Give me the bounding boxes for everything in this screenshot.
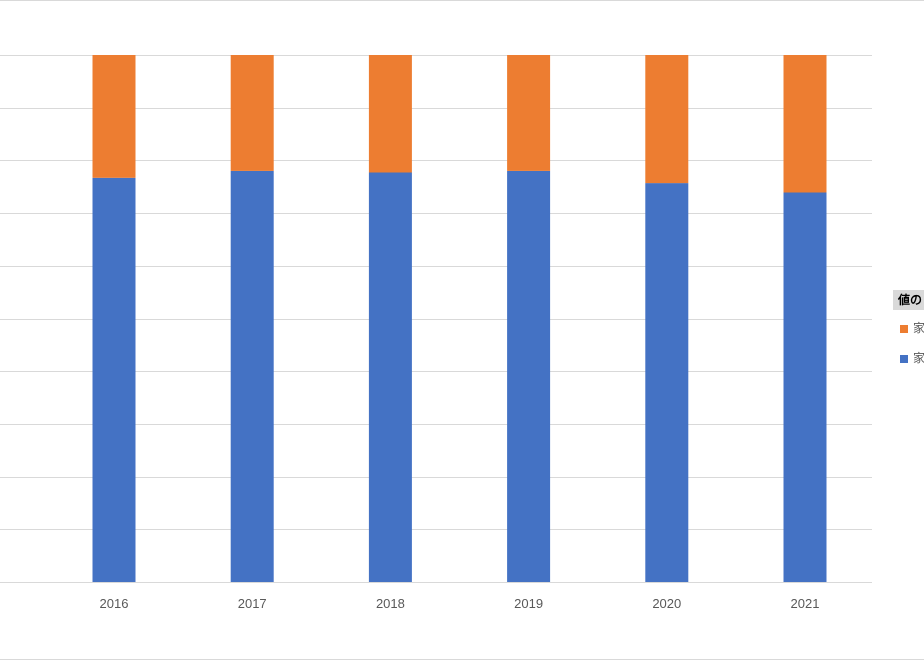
bar-2018-series-1 — [368, 172, 412, 582]
bar-2021-series-2 — [783, 55, 827, 193]
bars — [92, 55, 827, 583]
legend-label: 家 — [913, 351, 924, 365]
x-tick-label: 2021 — [791, 596, 820, 611]
bar-2017-series-2 — [230, 55, 274, 171]
bar-2020-series-2 — [645, 55, 689, 184]
bar-2016-series-1 — [92, 177, 136, 583]
bar-2016-series-2 — [92, 55, 136, 178]
x-tick-label: 2018 — [376, 596, 405, 611]
x-tick-label: 2019 — [514, 596, 543, 611]
x-tick-label: 2020 — [652, 596, 681, 611]
legend: 値の 家 家 — [893, 290, 924, 365]
bar-2021-series-1 — [783, 192, 827, 582]
legend-item-series-2: 家 — [900, 320, 924, 336]
legend-title: 値の — [893, 290, 924, 310]
x-axis: 2016 2017 2018 2019 2020 2021 — [0, 582, 872, 611]
bar-2019-series-2 — [507, 55, 551, 171]
bar-2017-series-1 — [230, 170, 274, 582]
x-tick-label: 2017 — [238, 596, 267, 611]
legend-item-series-1: 家 — [900, 350, 924, 366]
x-tick-label: 2016 — [100, 596, 129, 611]
bar-2019-series-1 — [507, 170, 551, 582]
legend-swatch-blue — [900, 354, 908, 363]
legend-swatch-orange — [900, 324, 908, 333]
legend-label: 家 — [913, 321, 924, 335]
bar-2020-series-1 — [645, 183, 689, 582]
bar-2018-series-2 — [368, 55, 412, 173]
gridlines — [0, 55, 872, 530]
